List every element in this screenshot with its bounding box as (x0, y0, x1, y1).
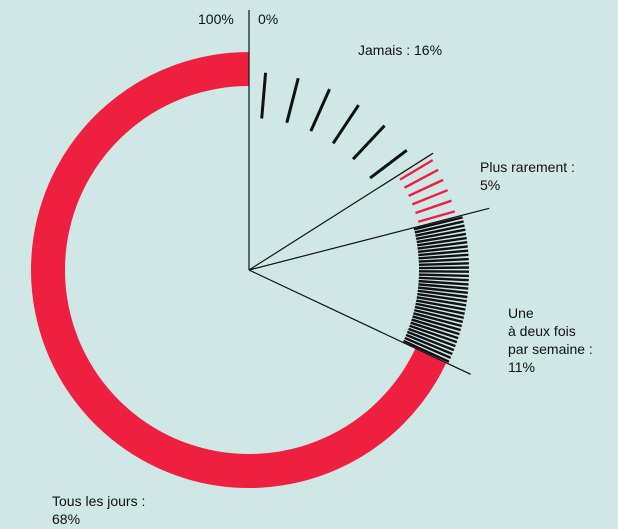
slice-1-tick-1 (403, 168, 439, 189)
slice-0-tick-4 (351, 124, 386, 161)
slice-1-tick-0 (399, 159, 434, 181)
label-une-a-deux-fois: Une à deux fois par semaine : 11% (508, 305, 593, 375)
slice-2-tick-5 (417, 236, 467, 247)
slice-2-tick-17 (418, 283, 469, 290)
slice-0-tick-1 (285, 77, 300, 124)
slice-2-tick-26 (413, 312, 463, 328)
label-100-percent: 100% (198, 11, 234, 27)
slice-2-tick-29 (410, 321, 459, 340)
slice-2-tick-4 (416, 232, 467, 244)
slice-1-tick-4 (415, 199, 452, 215)
slice-2-tick-22 (416, 299, 466, 311)
separator-line-2 (248, 207, 490, 271)
slice-2-tick-32 (406, 330, 455, 352)
slice-2-tick-35 (403, 339, 450, 363)
slice-2-tick-3 (415, 228, 466, 241)
slice-0-tick-0 (260, 72, 268, 119)
slice-2-tick-0 (413, 216, 463, 231)
slice-2-tick-21 (416, 296, 467, 307)
slice-2-tick-11 (418, 262, 469, 267)
slice-2-tick-7 (417, 245, 468, 253)
label-tous-les-jours: Tous les jours : 68% (52, 493, 146, 527)
label-jamais: Jamais : 16% (358, 42, 443, 58)
slice-2-tick-30 (409, 324, 458, 344)
slice-2-tick-31 (408, 327, 456, 348)
separator-line-1 (248, 152, 434, 271)
slice-1-tick-3 (411, 189, 449, 206)
slice-2-tick-10 (418, 257, 469, 263)
slice-2-tick-27 (412, 315, 461, 332)
slice-2-tick-12 (418, 266, 469, 270)
slice-2-tick-34 (404, 336, 452, 360)
slice-2-tick-24 (414, 305, 465, 319)
slice-0-tick-2 (309, 88, 331, 132)
slice-0-tick-5 (369, 149, 408, 180)
slice-2-tick-14 (418, 273, 469, 278)
slice-2-tick-1 (414, 220, 464, 234)
slice-1-tick-2 (408, 178, 444, 197)
slice-2-tick-23 (415, 302, 465, 315)
slice-0-tick-3 (331, 104, 360, 145)
slice-2-tick-8 (418, 249, 469, 257)
slice-2-tick-18 (417, 286, 468, 294)
slice-2-tick-6 (417, 241, 468, 250)
slice-2-tick-20 (417, 292, 467, 303)
slice-1-tick-5 (417, 210, 456, 223)
label-0-percent: 0% (258, 11, 279, 27)
slice-2-tick-28 (411, 318, 460, 336)
separator-line-3 (248, 269, 471, 375)
slice-2-tick-33 (405, 333, 453, 356)
slice-2-tick-16 (418, 279, 469, 286)
slice-2-tick-15 (418, 276, 469, 282)
slice-2-tick-9 (418, 253, 469, 260)
label-plus-rarement: Plus rarement : 5% (480, 159, 575, 193)
slice-2-tick-25 (413, 308, 464, 324)
slice-2-tick-19 (417, 289, 468, 299)
slice-3-arc (31, 52, 447, 488)
slice-2-tick-2 (415, 224, 465, 237)
